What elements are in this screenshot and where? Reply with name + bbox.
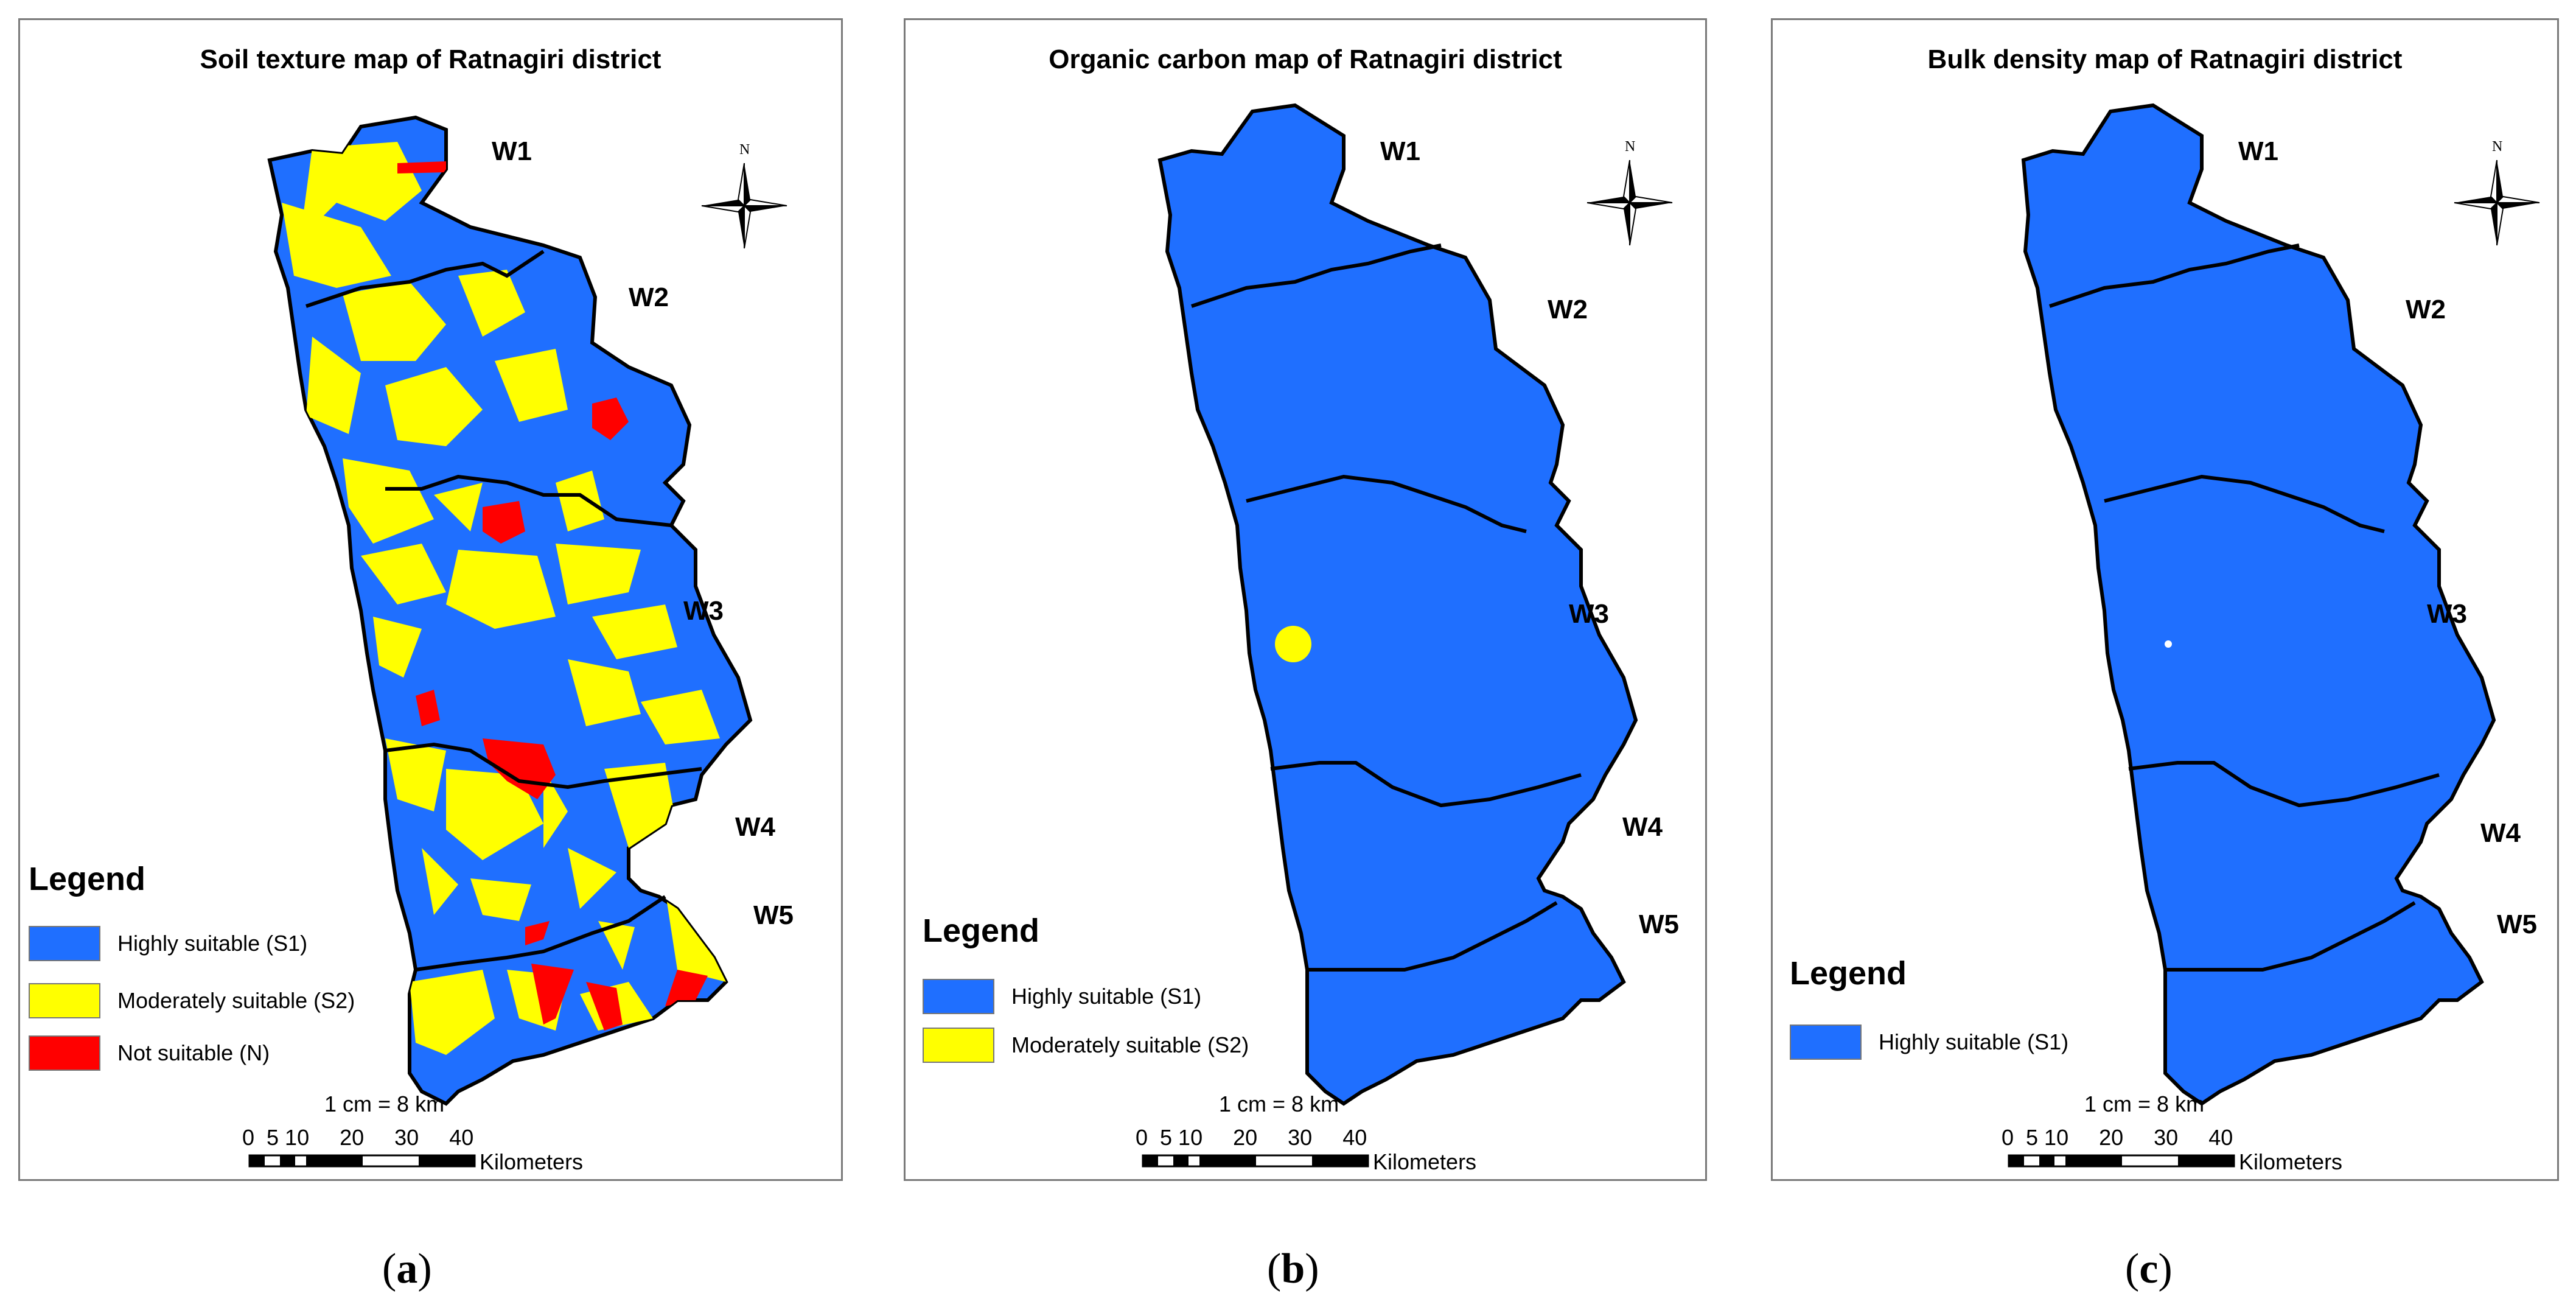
legend-label: Not suitable (N) <box>117 1040 270 1065</box>
legend-title: Legend <box>923 912 1040 949</box>
legend-swatch <box>29 1035 100 1071</box>
scale-unit: Kilometers <box>1373 1149 1477 1174</box>
scale-ratio: 1 cm = 8 km <box>2084 1091 2205 1116</box>
non-mapped-spot <box>2165 640 2172 648</box>
legend-label: Moderately suitable (S2) <box>117 988 355 1013</box>
panel-title: Soil texture map of Ratnagiri district <box>200 44 661 74</box>
legend-item-s1: Highly suitable (S1) <box>29 926 307 961</box>
north-label: N <box>739 142 750 158</box>
watershed-label-w5: W5 <box>753 900 794 930</box>
watershed-label-w4: W4 <box>1622 812 1663 842</box>
legend-item-s1: Highly suitable (S1) <box>923 979 1201 1014</box>
scale-bar <box>1142 1154 1369 1168</box>
watershed-label-w4: W4 <box>735 812 776 842</box>
scale-unit: Kilometers <box>480 1149 584 1174</box>
watershed-label-w2: W2 <box>2406 295 2446 324</box>
watershed-label-w3: W3 <box>1569 599 1609 629</box>
north-label: N <box>2492 139 2502 155</box>
map-panel-bulk-density: Bulk density map of Ratnagiri district W… <box>1771 18 2559 1181</box>
watershed-label-w1: W1 <box>1380 136 1420 166</box>
s2-patch <box>1275 626 1311 662</box>
caption-c: (c) <box>2125 1245 2173 1292</box>
legend-label: Moderately suitable (S2) <box>1011 1032 1249 1057</box>
legend-label: Highly suitable (S1) <box>1879 1029 2069 1054</box>
legend-swatch <box>1790 1025 1862 1060</box>
legend-label: Highly suitable (S1) <box>117 931 308 956</box>
legend-title: Legend <box>29 861 146 897</box>
north-label: N <box>1625 139 1635 155</box>
panel-title: Bulk density map of Ratnagiri district <box>1927 44 2403 74</box>
watershed-label-w1: W1 <box>2238 136 2278 166</box>
legend-swatch <box>29 926 100 961</box>
caption-a: (a) <box>382 1245 432 1292</box>
district-outline <box>1157 103 1638 1106</box>
scale-ratio: 1 cm = 8 km <box>324 1091 445 1116</box>
watershed-boundaries <box>1191 243 1582 972</box>
north-arrow-icon: N <box>701 142 787 249</box>
scale-bar <box>248 1154 476 1168</box>
legend-item-n: Not suitable (N) <box>29 1035 270 1071</box>
legend-swatch <box>923 979 994 1014</box>
district-map: W1 W2 W3 W4 W5 N <box>248 115 794 1168</box>
scale-bar <box>2008 1154 2235 1168</box>
watershed-boundaries <box>2049 243 2440 972</box>
watershed-label-w5: W5 <box>1639 909 1679 939</box>
legend-item-s1: Highly suitable (S1) <box>1790 1025 2068 1060</box>
scale-ticks: 0 5 10 20 30 40 <box>242 1125 474 1150</box>
district-outline <box>2021 103 2496 1106</box>
watershed-label-w1: W1 <box>492 136 532 166</box>
legend-title: Legend <box>1790 955 1907 992</box>
scale-ratio: 1 cm = 8 km <box>1219 1091 1339 1116</box>
legend-label: Highly suitable (S1) <box>1011 984 1202 1009</box>
watershed-label-w5: W5 <box>2497 909 2537 939</box>
legend-item-s2: Moderately suitable (S2) <box>29 983 355 1018</box>
legend-item-s2: Moderately suitable (S2) <box>923 1028 1249 1063</box>
watershed-label-w4: W4 <box>2480 818 2521 848</box>
map-panel-soil-texture: Soil texture map of Ratnagiri district <box>18 18 843 1181</box>
panel-title: Organic carbon map of Ratnagiri district <box>1049 44 1562 74</box>
district-map: W1 W2 W3 W4 W5 N <box>2008 103 2540 1168</box>
legend-swatch <box>923 1028 994 1063</box>
soil-texture-patches <box>282 142 726 1055</box>
watershed-label-w2: W2 <box>1548 295 1588 324</box>
scale-unit: Kilometers <box>2239 1149 2343 1174</box>
north-arrow-icon: N <box>1586 139 1673 246</box>
scale-ticks: 0 5 10 20 30 40 <box>2002 1125 2233 1150</box>
district-map: W1 W2 W3 W4 W5 N <box>1142 103 1679 1168</box>
watershed-label-w3: W3 <box>683 596 724 626</box>
legend-swatch <box>29 983 100 1018</box>
caption-b: (b) <box>1267 1245 1319 1292</box>
watershed-label-w3: W3 <box>2427 599 2467 629</box>
watershed-boundaries <box>305 250 702 972</box>
scale-ticks: 0 5 10 20 30 40 <box>1136 1125 1367 1150</box>
watershed-label-w2: W2 <box>629 282 669 312</box>
map-panel-organic-carbon: Organic carbon map of Ratnagiri district… <box>904 18 1707 1181</box>
north-arrow-icon: N <box>2454 139 2540 246</box>
